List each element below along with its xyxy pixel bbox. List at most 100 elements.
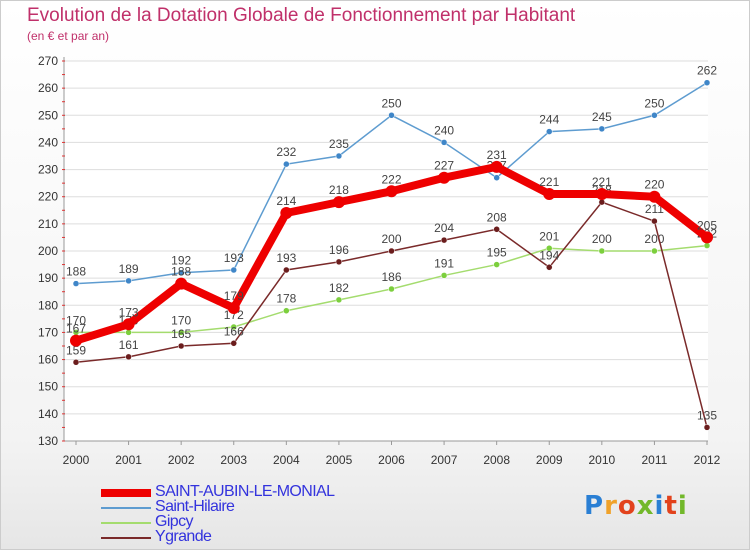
data-label: 193: [224, 251, 244, 265]
data-point: [598, 125, 606, 133]
data-point: [440, 236, 448, 244]
data-point: [332, 196, 345, 209]
x-tick-label: 2010: [588, 453, 615, 467]
data-label: 235: [329, 137, 349, 151]
data-label: 188: [171, 265, 191, 279]
data-point: [125, 353, 132, 361]
x-tick-label: 2006: [378, 453, 405, 467]
y-tick-label: 190: [38, 271, 58, 285]
data-point: [125, 277, 132, 285]
data-point: [493, 174, 500, 181]
data-label: 170: [171, 313, 191, 327]
x-tick-label: 2008: [483, 453, 510, 467]
data-point: [651, 112, 658, 119]
x-tick-label: 2007: [431, 453, 458, 467]
data-point: [177, 329, 185, 336]
logo-letter: i: [654, 491, 665, 521]
data-label: 172: [224, 308, 244, 322]
data-point: [703, 424, 711, 431]
data-label: 195: [487, 246, 507, 260]
legend-swatch: [101, 522, 151, 524]
data-label: 221: [539, 175, 559, 189]
data-label: 208: [487, 210, 507, 224]
data-label: 194: [539, 248, 559, 262]
data-label: 221: [592, 175, 612, 189]
x-tick-label: 2002: [168, 453, 195, 467]
data-point: [177, 269, 185, 276]
data-label: 173: [119, 305, 139, 319]
data-label: 179: [224, 289, 244, 303]
data-point: [335, 258, 343, 266]
data-label: 201: [539, 229, 559, 243]
data-label: 166: [224, 324, 244, 338]
x-tick-label: 2011: [642, 453, 668, 467]
y-tick-label: 160: [38, 353, 58, 367]
logo-letter: P: [584, 491, 605, 521]
data-point: [283, 307, 290, 314]
data-point: [230, 323, 237, 331]
data-point: [280, 207, 293, 219]
data-point: [230, 266, 237, 274]
data-label: 192: [171, 254, 191, 268]
logo-letter: t: [664, 491, 678, 521]
data-point: [703, 242, 711, 249]
legend-swatch: [101, 489, 151, 497]
legend-swatch: [101, 537, 151, 539]
logo-letter: r: [604, 491, 618, 521]
data-label: 165: [171, 327, 191, 341]
data-point: [703, 79, 711, 86]
data-label: 231: [487, 148, 507, 162]
data-label: 182: [329, 281, 349, 295]
y-tick-label: 230: [38, 163, 58, 177]
data-label: 227: [434, 159, 454, 173]
data-label: 167: [66, 322, 86, 336]
y-tick-label: 180: [38, 298, 58, 312]
x-tick-label: 2001: [115, 453, 142, 467]
data-point: [546, 264, 553, 271]
chart-title: Evolution de la Dotation Globale de Fonc…: [27, 5, 576, 26]
data-point: [651, 217, 658, 225]
data-point: [175, 277, 188, 290]
data-point: [72, 359, 80, 366]
legend-label: Gipcy: [155, 513, 194, 530]
logo-letter: x: [636, 491, 655, 521]
data-point: [701, 231, 713, 244]
data-label: 200: [644, 232, 664, 246]
data-label: 222: [381, 172, 401, 186]
legend-label: Ygrande: [155, 528, 212, 545]
data-point: [335, 296, 343, 304]
data-point: [227, 302, 240, 314]
data-label: 218: [329, 183, 349, 197]
y-tick-label: 240: [38, 135, 58, 149]
data-label: 262: [697, 64, 717, 78]
x-tick-label: 2000: [63, 453, 90, 467]
y-tick-label: 210: [38, 217, 58, 231]
x-tick-label: 2012: [694, 453, 721, 467]
legend-label: SAINT-AUBIN-LE-MONIAL: [155, 483, 335, 500]
data-point: [440, 139, 448, 146]
y-tick-label: 140: [38, 407, 58, 421]
data-point: [493, 261, 500, 268]
data-label: 240: [434, 123, 454, 137]
data-label: 135: [697, 408, 717, 422]
x-tick-label: 2004: [273, 453, 300, 467]
data-point: [230, 340, 237, 347]
data-point: [283, 266, 290, 274]
data-point: [651, 247, 658, 255]
data-point: [546, 128, 553, 135]
logo-letter: o: [617, 491, 637, 521]
data-label: 191: [434, 256, 454, 270]
data-point: [125, 329, 132, 336]
data-point: [388, 112, 395, 119]
x-tick-label: 2003: [220, 453, 247, 467]
data-point: [70, 334, 82, 347]
data-point: [595, 188, 608, 200]
y-tick-label: 250: [38, 108, 58, 122]
chart-subtitle: (en € et par an): [27, 29, 110, 43]
y-tick-label: 220: [38, 190, 58, 204]
data-point: [493, 226, 500, 233]
data-label: 159: [66, 343, 86, 357]
data-point: [546, 245, 553, 252]
